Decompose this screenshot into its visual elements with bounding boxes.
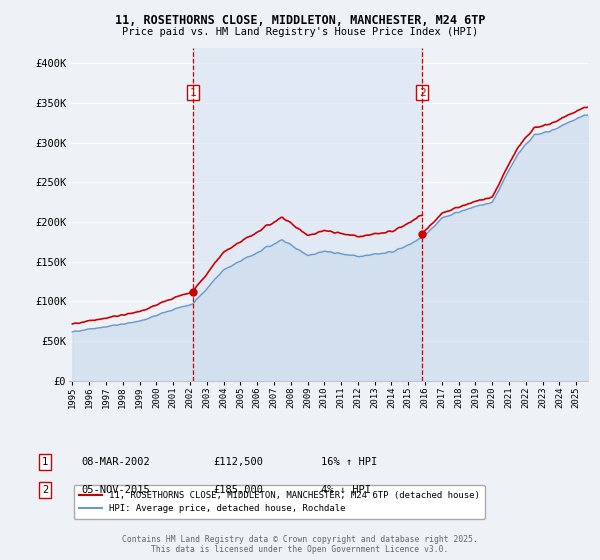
Text: 4% ↓ HPI: 4% ↓ HPI [321, 485, 371, 495]
Text: Price paid vs. HM Land Registry's House Price Index (HPI): Price paid vs. HM Land Registry's House … [122, 27, 478, 37]
Text: £112,500: £112,500 [213, 457, 263, 467]
Text: 11, ROSETHORNS CLOSE, MIDDLETON, MANCHESTER, M24 6TP: 11, ROSETHORNS CLOSE, MIDDLETON, MANCHES… [115, 14, 485, 27]
Legend: 11, ROSETHORNS CLOSE, MIDDLETON, MANCHESTER, M24 6TP (detached house), HPI: Aver: 11, ROSETHORNS CLOSE, MIDDLETON, MANCHES… [74, 486, 485, 519]
Bar [193, 48, 422, 381]
Text: 08-MAR-2002: 08-MAR-2002 [81, 457, 150, 467]
Text: 2: 2 [42, 485, 48, 495]
Text: 05-NOV-2015: 05-NOV-2015 [81, 485, 150, 495]
Text: 1: 1 [42, 457, 48, 467]
Text: Contains HM Land Registry data © Crown copyright and database right 2025.
This d: Contains HM Land Registry data © Crown c… [122, 535, 478, 554]
Text: £185,000: £185,000 [213, 485, 263, 495]
Text: 1: 1 [190, 87, 196, 97]
Text: 2: 2 [419, 87, 425, 97]
Text: 16% ↑ HPI: 16% ↑ HPI [321, 457, 377, 467]
